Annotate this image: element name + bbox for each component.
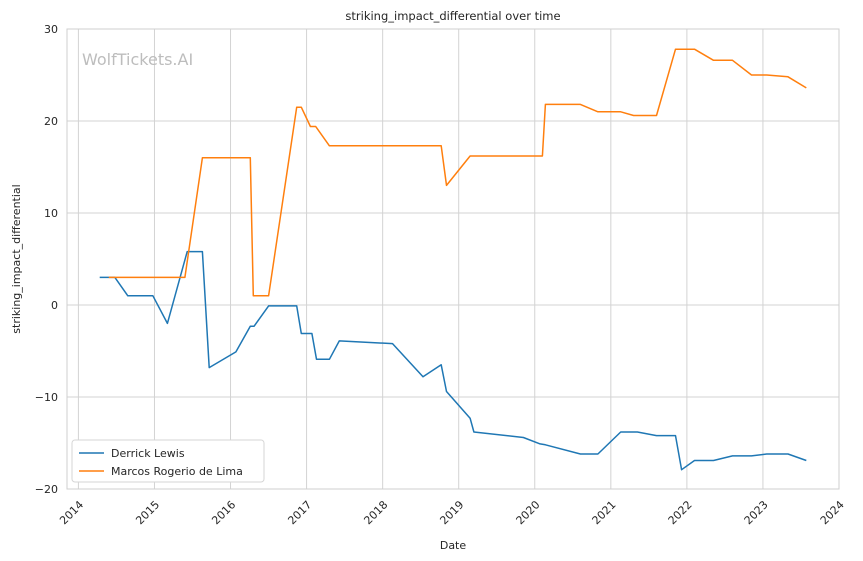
grid [67,28,840,490]
y-tick-label: 0 [51,299,58,312]
x-tick-label: 2017 [285,498,314,527]
y-axis-title: striking_impact_differential [10,184,23,333]
legend: Derrick Lewis Marcos Rogerio de Lima [71,439,265,483]
legend-label-derrick-lewis: Derrick Lewis [111,447,185,460]
x-tick-label: 2014 [57,498,86,527]
legend-box [71,439,265,483]
y-tick-label: 20 [44,115,58,128]
watermark: WolfTickets.AI [82,50,193,69]
series-line-derrick-lewis [99,250,807,471]
x-tick-label: 2023 [742,498,771,527]
y-tick-label: −20 [35,483,58,496]
plot-frame [66,28,840,490]
x-tick-label: 2024 [818,498,847,527]
legend-label-marcos-rogerio-de-lima: Marcos Rogerio de Lima [111,465,243,478]
x-tick-label: 2020 [514,498,543,527]
y-axis-ticks: −20 −10 0 10 20 30 [35,23,58,496]
x-tick-label: 2019 [437,498,466,527]
y-tick-label: 10 [44,207,58,220]
x-axis-ticks: 2014 2015 2016 2017 2018 2019 2020 2021 2022 2023… [57,498,847,527]
chart-title: striking_impact_differential over time [345,9,560,23]
x-tick-label: 2016 [209,498,238,527]
x-tick-label: 2015 [133,498,162,527]
y-tick-label: −10 [35,391,58,404]
series-lines [99,48,807,471]
series-line-marcos-rogerio-de-lima [108,48,807,297]
x-tick-label: 2021 [590,498,619,527]
x-tick-label: 2018 [361,498,390,527]
x-axis-title: Date [440,539,467,552]
y-tick-label: 30 [44,23,58,36]
x-tick-label: 2022 [666,498,695,527]
